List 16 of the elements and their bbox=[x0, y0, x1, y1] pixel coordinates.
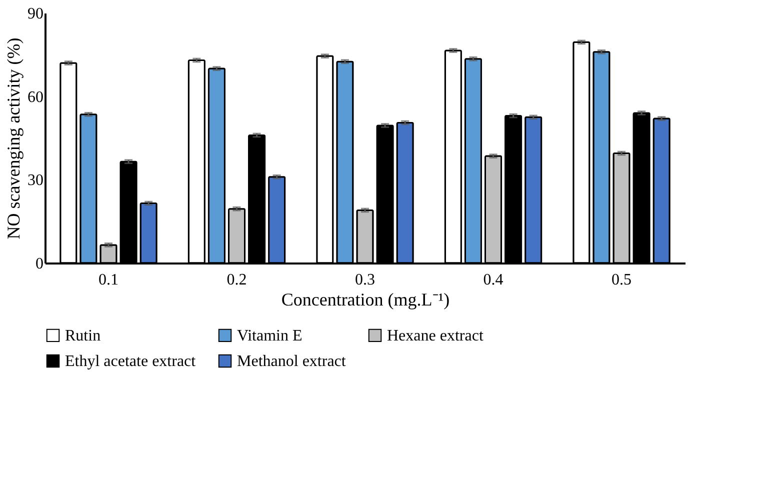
x-tick-label: 0.1 bbox=[98, 272, 118, 288]
x-tick-label: 0.2 bbox=[226, 272, 247, 288]
y-tick-label: 30 bbox=[28, 172, 44, 190]
x-tick-label: 0.5 bbox=[612, 272, 632, 288]
legend-label: Rutin bbox=[65, 327, 101, 344]
x-tick-label: 0.4 bbox=[483, 272, 504, 288]
legend-label: Ethyl acetate extract bbox=[65, 353, 196, 370]
x-axis-title: Concentration (mg.L⁻¹) bbox=[281, 290, 450, 310]
y-tick-label: 90 bbox=[28, 6, 44, 22]
y-tick-label: 0 bbox=[36, 256, 44, 272]
legend-label: Methanol extract bbox=[237, 353, 346, 370]
y-axis-title: NO scavenging activity (%) bbox=[4, 38, 24, 240]
x-tick-label: 0.3 bbox=[355, 272, 375, 288]
y-tick-label: 60 bbox=[28, 88, 44, 106]
legend-label: Vitamin E bbox=[237, 327, 302, 344]
legend-label: Hexane extract bbox=[387, 327, 484, 344]
